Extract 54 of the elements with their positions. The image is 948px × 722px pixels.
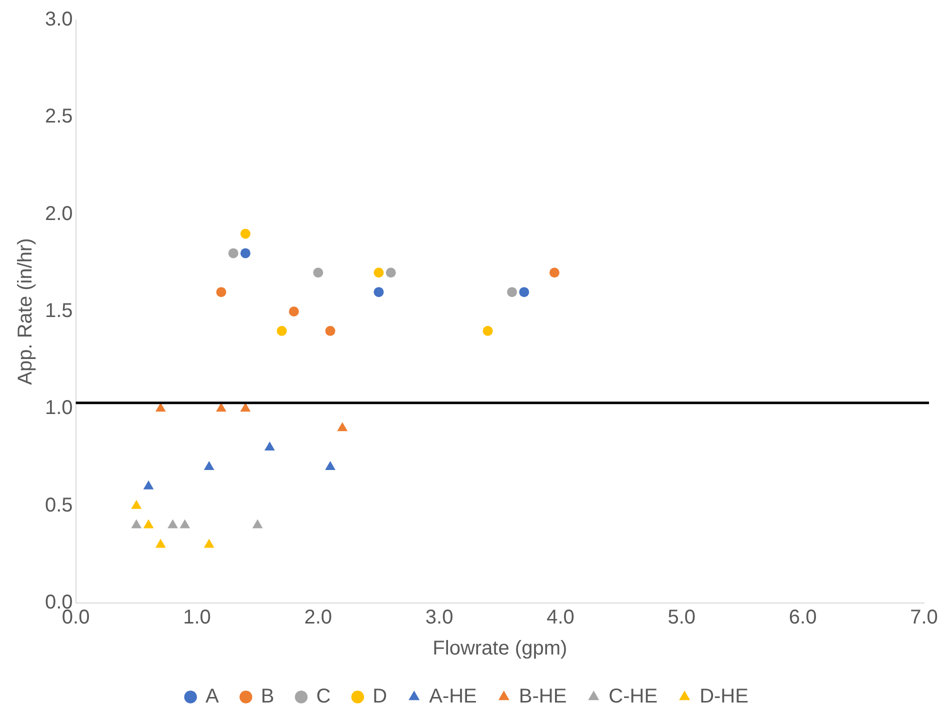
point (325, 460, 336, 470)
legend-label: B (260, 686, 274, 708)
point (155, 538, 166, 548)
point (240, 402, 251, 412)
legend-label: C (316, 686, 331, 708)
x-tick-label: 4.0 (546, 606, 574, 629)
x-tick-label: 5.0 (668, 606, 696, 629)
point (240, 248, 250, 258)
y-axis-title: App. Rate (in/hr) (14, 238, 37, 385)
x-tick-label: 2.0 (304, 606, 332, 629)
y-tick-label: 2.0 (44, 202, 73, 225)
point (288, 306, 299, 316)
point (204, 460, 214, 470)
x-tick-label: 7.0 (910, 606, 938, 629)
point (131, 500, 142, 509)
legend-label: A-HE (429, 686, 477, 708)
point (168, 519, 178, 528)
y-tick-label: 1.5 (44, 300, 73, 322)
point (549, 268, 560, 278)
point (143, 480, 154, 490)
point (386, 268, 396, 278)
y-tick-label: 1.0 (44, 397, 73, 420)
point (507, 287, 518, 298)
point (155, 402, 166, 412)
point (313, 268, 324, 278)
x-tick-label: 1.0 (183, 606, 211, 629)
x-axis-title: Flowrate (gpm) (432, 638, 568, 660)
point (482, 326, 493, 336)
point (143, 519, 154, 528)
point (180, 519, 190, 528)
legend-label: D (372, 686, 388, 708)
x-tick-label: 6.0 (788, 606, 817, 629)
point (264, 442, 275, 451)
legend-label: B-HE (518, 686, 567, 708)
point (131, 519, 142, 528)
x-tick-label: 3.0 (425, 606, 454, 629)
y-tick-label: 0.5 (44, 494, 73, 516)
point (240, 228, 250, 239)
y-tick-label: 2.5 (44, 106, 73, 128)
point (337, 422, 348, 432)
point (374, 287, 384, 298)
point (276, 326, 287, 336)
point (216, 402, 226, 412)
point (325, 326, 336, 336)
point (252, 519, 263, 528)
legend-label: D-HE (700, 686, 748, 708)
point (228, 248, 238, 258)
point (374, 268, 384, 278)
point (204, 538, 214, 548)
y-tick-label: 3.0 (44, 8, 73, 31)
legend-label: A (206, 686, 220, 708)
point (519, 287, 530, 298)
legend-label: C-HE (608, 686, 658, 708)
point (216, 287, 226, 298)
